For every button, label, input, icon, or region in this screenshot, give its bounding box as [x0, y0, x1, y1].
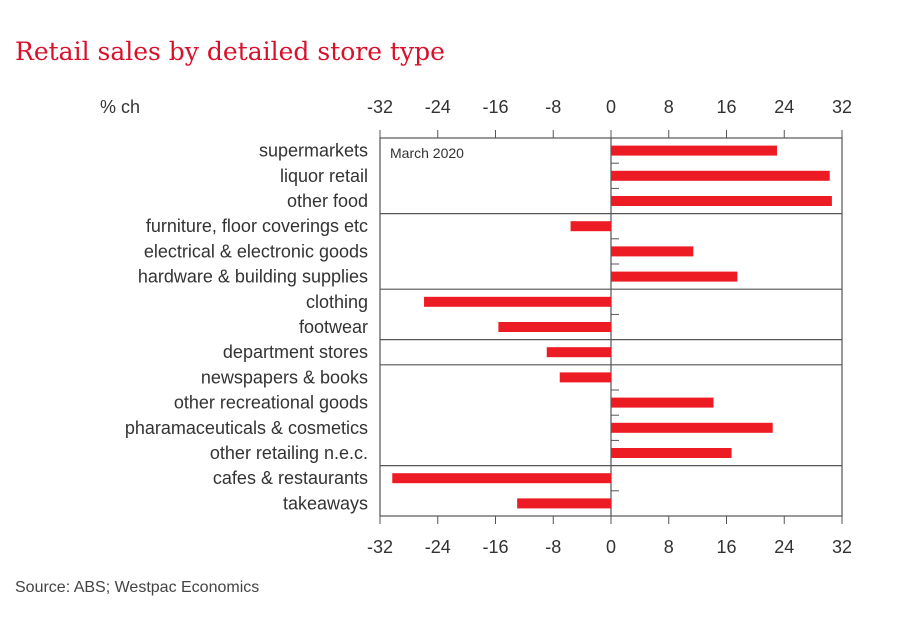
- bar-5: [611, 246, 694, 257]
- x-tick-label-bottom: -24: [425, 537, 451, 557]
- category-label: takeaways: [283, 493, 368, 513]
- bar-2: [611, 170, 830, 181]
- bar-13: [611, 448, 732, 458]
- bar-3: [611, 196, 832, 206]
- x-tick-label-bottom: -16: [482, 537, 508, 557]
- x-tick-label-bottom: 0: [606, 537, 616, 557]
- annotation: March 2020: [390, 145, 464, 161]
- x-tick-label-top: 8: [664, 97, 674, 117]
- category-label: pharamaceuticals & cosmetics: [125, 418, 368, 438]
- x-tick-label-bottom: 8: [664, 537, 674, 557]
- bar-12: [611, 422, 773, 433]
- x-tick-label-bottom: -8: [545, 537, 561, 557]
- bar-1: [611, 145, 778, 156]
- x-tick-label-top: 24: [774, 97, 794, 117]
- category-label: other recreational goods: [174, 393, 368, 413]
- bar-7: [424, 296, 611, 307]
- bar-10: [559, 372, 611, 383]
- x-tick-label-top: -16: [482, 97, 508, 117]
- bar-9: [546, 347, 611, 358]
- x-tick-label-bottom: 16: [716, 537, 736, 557]
- x-tick-label-bottom: 32: [832, 537, 852, 557]
- category-label: cafes & restaurants: [213, 468, 368, 488]
- x-tick-label-bottom: -32: [367, 537, 393, 557]
- category-label: hardware & building supplies: [138, 267, 368, 287]
- category-label: supermarkets: [259, 141, 368, 161]
- category-label: liquor retail: [280, 166, 368, 186]
- category-label: furniture, floor coverings etc: [146, 216, 368, 236]
- x-tick-label-top: -24: [425, 97, 451, 117]
- bar-4: [570, 221, 611, 232]
- bar-11: [611, 397, 714, 408]
- chart-title: Retail sales by detailed store type: [15, 37, 445, 66]
- category-label: newspapers & books: [201, 367, 368, 387]
- x-tick-label-top: -32: [367, 97, 393, 117]
- x-tick-label-top: -8: [545, 97, 561, 117]
- bar-6: [611, 271, 738, 282]
- source-note: Source: ABS; Westpac Economics: [15, 579, 259, 596]
- y-axis-label: % ch: [100, 97, 140, 117]
- x-tick-label-top: 0: [606, 97, 616, 117]
- category-label: other food: [287, 191, 368, 211]
- bar-14: [392, 473, 611, 484]
- bar-8: [498, 322, 611, 332]
- x-tick-label-top: 32: [832, 97, 852, 117]
- category-label: department stores: [223, 342, 368, 362]
- category-label: clothing: [306, 292, 368, 312]
- category-label: footwear: [299, 317, 368, 337]
- category-label: other retailing n.e.c.: [210, 443, 368, 463]
- bar-15: [517, 498, 611, 509]
- x-tick-label-top: 16: [716, 97, 736, 117]
- category-label: electrical & electronic goods: [144, 241, 368, 261]
- x-tick-label-bottom: 24: [774, 537, 794, 557]
